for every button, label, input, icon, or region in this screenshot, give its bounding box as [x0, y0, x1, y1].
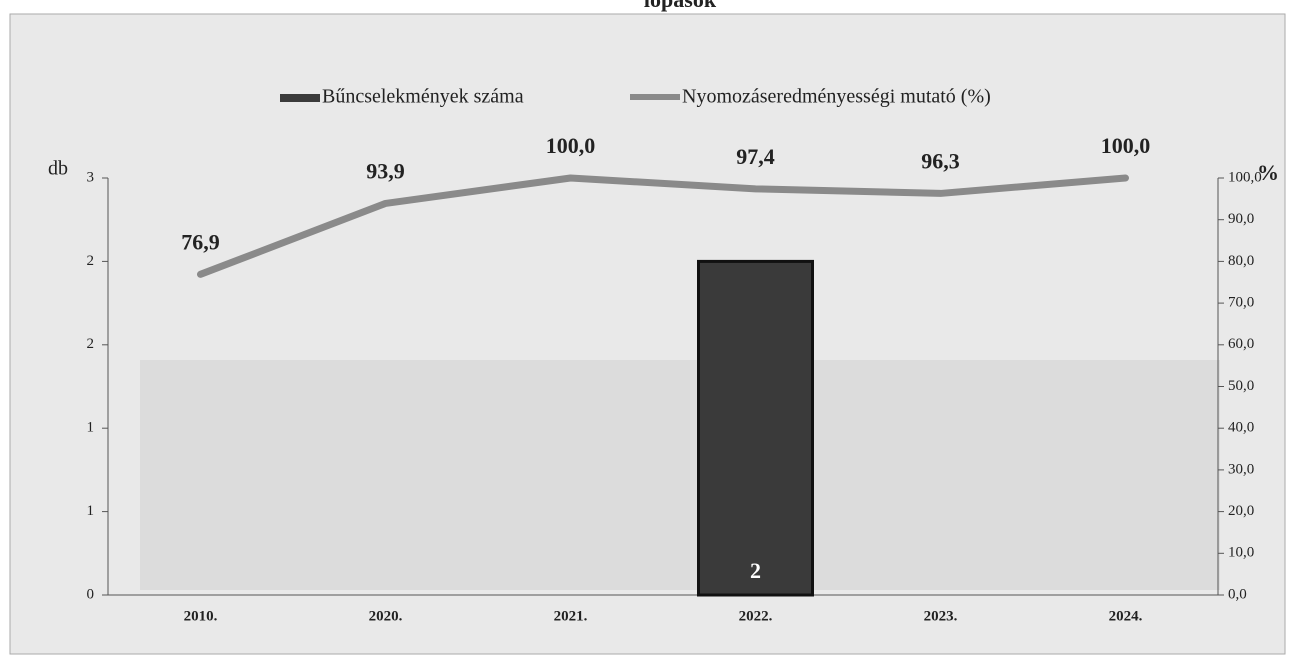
- y-tick-label: 3: [87, 169, 95, 185]
- y-tick-label: 2: [87, 253, 95, 269]
- y2-tick-label: 80,0: [1228, 253, 1254, 269]
- x-tick-label: 2024.: [1109, 608, 1143, 624]
- y2-axis-label: %: [1257, 160, 1279, 185]
- line-value-label: 96,3: [921, 148, 960, 173]
- line-value-label: 100,0: [1101, 133, 1151, 158]
- x-tick-label: 2021.: [554, 608, 588, 624]
- x-tick-label: 2010.: [184, 608, 218, 624]
- y2-tick-label: 50,0: [1228, 378, 1254, 394]
- legend-label: Bűncselekmények száma: [322, 86, 524, 108]
- y2-tick-label: 20,0: [1228, 503, 1254, 519]
- y2-tick-label: 10,0: [1228, 545, 1254, 561]
- line-value-label: 93,9: [366, 158, 405, 183]
- y2-tick-label: 70,0: [1228, 295, 1254, 311]
- chart-title: lopások: [644, 0, 717, 12]
- legend-label: Nyomozáseredményességi mutató (%): [682, 86, 991, 108]
- line-value-label: 97,4: [736, 144, 775, 169]
- legend-swatch: [630, 94, 680, 100]
- y2-tick-label: 90,0: [1228, 211, 1254, 227]
- line: [197, 174, 1129, 278]
- background-photo: [140, 360, 1220, 590]
- y-tick-label: 0: [87, 586, 95, 602]
- y2-tick-label: 40,0: [1228, 420, 1254, 436]
- x-tick-label: 2020.: [369, 608, 403, 624]
- y2-tick-label: 100,0: [1228, 169, 1262, 185]
- line-value-label: 76,9: [181, 229, 220, 254]
- y-tick-label: 1: [87, 503, 95, 519]
- y-tick-label: 1: [87, 420, 95, 436]
- y-tick-label: 2: [87, 336, 95, 352]
- x-tick-label: 2023.: [924, 608, 958, 624]
- bar: [697, 259, 814, 597]
- y-axis-label: db: [48, 158, 68, 180]
- y2-tick-label: 0,0: [1228, 586, 1247, 602]
- bar-value-label: 2: [750, 558, 761, 583]
- line-value-label: 100,0: [546, 133, 596, 158]
- y2-tick-label: 60,0: [1228, 336, 1254, 352]
- x-tick-label: 2022.: [739, 608, 773, 624]
- legend-swatch: [280, 94, 320, 102]
- y2-tick-label: 30,0: [1228, 461, 1254, 477]
